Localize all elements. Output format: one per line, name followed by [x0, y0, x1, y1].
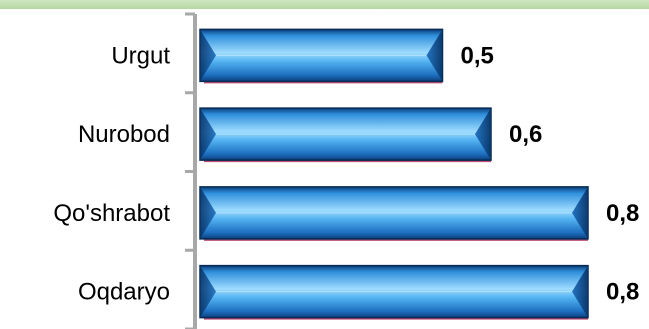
bar-nurobod	[199, 107, 492, 163]
bar-left-bevel	[200, 186, 216, 239]
header-band	[0, 0, 649, 9]
value-label: 0,6	[509, 121, 542, 148]
bar-left-bevel	[200, 265, 216, 318]
value-label: 0,5	[461, 42, 494, 69]
bar-right-bevel	[426, 29, 443, 82]
bar-left-bevel	[200, 29, 216, 82]
bar-right-bevel	[572, 265, 588, 318]
category-label: Nurobod	[78, 121, 170, 148]
bar-left-bevel	[200, 108, 216, 161]
category-label: Urgut	[111, 42, 170, 69]
bar-urgut	[199, 28, 444, 84]
bar-right-bevel	[572, 186, 588, 239]
bar-right-bevel	[475, 108, 491, 161]
bar-oqdaryo	[199, 264, 589, 320]
category-label: Oqdaryo	[78, 279, 170, 306]
value-label: 0,8	[606, 200, 639, 227]
category-label: Qo'shrabot	[53, 200, 170, 227]
value-label: 0,8	[606, 279, 639, 306]
bar-qo-shrabot	[199, 186, 589, 241]
